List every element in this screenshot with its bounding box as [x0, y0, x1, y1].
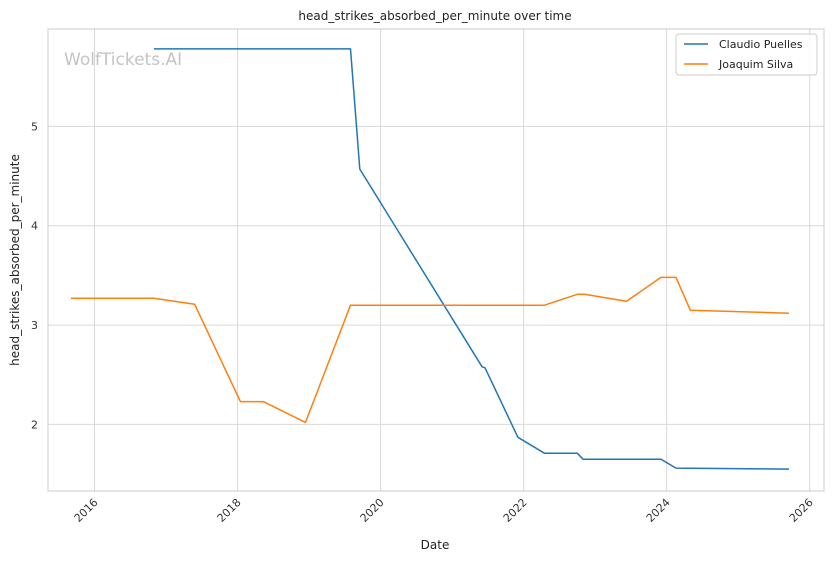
plot-area-frame: [47, 28, 825, 492]
chart-title: head_strikes_absorbed_per_minute over ti…: [298, 9, 571, 23]
series-line-joaquim-silva: [70, 276, 790, 424]
y-tick-label: 4: [31, 220, 38, 233]
grid-lines: [48, 29, 824, 491]
y-tick-label: 2: [31, 418, 38, 431]
x-tick-label: 2026: [787, 496, 816, 525]
watermark: WolfTickets.AI: [64, 50, 182, 70]
tick-labels: 2016 2018 2020 2022 2024 2026 2 3 4 5: [31, 120, 816, 525]
x-tick-label: 2024: [644, 496, 673, 525]
x-tick-label: 2016: [72, 496, 101, 525]
series-line-claudio-puelles: [153, 48, 790, 470]
y-tick-label: 3: [31, 319, 38, 332]
y-tick-label: 5: [31, 120, 38, 133]
y-axis-title: head_strikes_absorbed_per_minute: [8, 154, 22, 366]
x-tick-label: 2018: [215, 496, 244, 525]
x-axis-title: Date: [421, 538, 450, 552]
x-tick-label: 2020: [358, 496, 387, 525]
legend: Claudio Puelles Joaquim Silva: [675, 33, 818, 76]
series-layer: [70, 48, 790, 470]
legend-frame: [675, 33, 818, 76]
legend-label-claudio-puelles: Claudio Puelles: [719, 38, 803, 51]
legend-label-joaquim-silva: Joaquim Silva: [718, 58, 793, 71]
x-tick-label: 2022: [501, 496, 530, 525]
